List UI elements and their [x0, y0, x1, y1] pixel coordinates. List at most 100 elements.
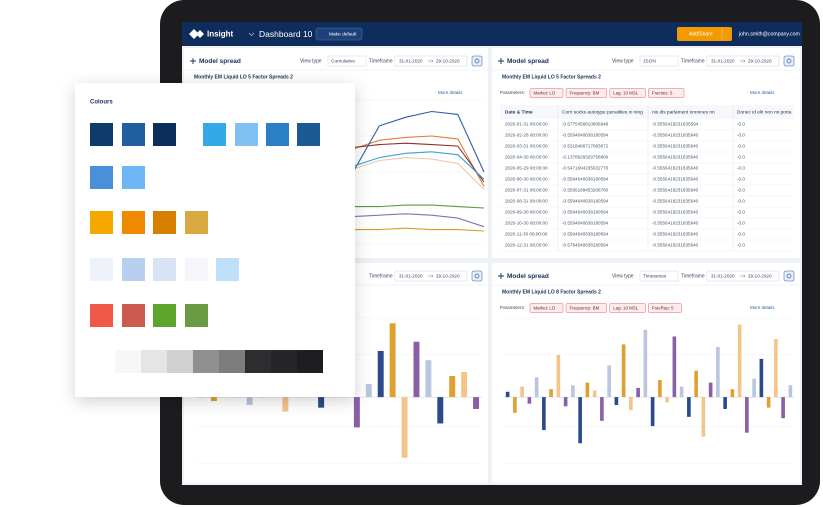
chevron[interactable] — [248, 32, 255, 37]
table-cell: -0.0 — [737, 166, 745, 171]
palette-swatches — [90, 123, 323, 373]
timeframe-label: Timeframe — [369, 274, 393, 280]
bar — [513, 397, 517, 413]
more-details[interactable]: More details — [750, 90, 775, 95]
table-cell: -0.5556418231835640 — [652, 133, 699, 138]
table-cell: -0.5556418231835640 — [652, 188, 699, 193]
date-to: 29-10-2020 — [436, 59, 460, 64]
more-details[interactable]: More details — [438, 90, 463, 95]
table-cell: -0.5556418231835640 — [652, 177, 699, 182]
bar — [766, 397, 771, 408]
table-header: Corn socks autotype penalities ni ning — [562, 109, 643, 115]
more-details[interactable]: More details — [750, 305, 775, 310]
table-cell: 2020-12-31 08:00:00 — [505, 243, 548, 248]
table-cell: 2020-04-30 08:00:00 — [505, 155, 548, 160]
table-cell: -0.0 — [737, 133, 745, 138]
drag-icon[interactable] — [498, 273, 504, 279]
bar — [437, 397, 444, 424]
colour-swatch — [153, 258, 176, 281]
drag-icon[interactable] — [190, 58, 196, 64]
table-cell: 2020-06-30 08:00:00 — [505, 177, 548, 182]
parameter-chip[interactable] — [529, 88, 564, 98]
view-type-select[interactable] — [639, 270, 679, 282]
bar — [614, 397, 619, 405]
bar — [730, 389, 735, 398]
colour-swatch — [90, 166, 113, 189]
parameter-chip[interactable] — [565, 88, 608, 98]
bar — [650, 397, 655, 427]
dashboard-name[interactable]: Dashboard 10 — [259, 29, 313, 39]
settings-button[interactable] — [471, 55, 483, 67]
settings-icon — [786, 58, 792, 64]
colour-swatch — [122, 166, 145, 189]
table-cell: -0.5594640638180594 — [562, 210, 609, 215]
bar — [687, 397, 691, 417]
bar — [600, 397, 604, 421]
bar — [413, 341, 420, 398]
bar — [318, 397, 325, 408]
user-email[interactable]: john.smith@company.com — [738, 32, 800, 38]
bar — [665, 397, 669, 403]
date-to: 29-10-2020 — [748, 274, 772, 279]
add-share-label: Add/Share — [689, 32, 713, 38]
bar — [629, 397, 633, 411]
date-from: 31-01-2020 — [399, 274, 423, 279]
parameter-chip[interactable] — [648, 88, 685, 98]
bar — [592, 390, 597, 398]
table-cell: -0.0 — [737, 144, 745, 149]
make-default-button[interactable] — [315, 27, 363, 41]
colour-swatch — [216, 258, 239, 281]
colour-swatch — [122, 258, 145, 281]
parameter-chip[interactable] — [609, 88, 646, 98]
bar — [701, 397, 706, 437]
settings-button[interactable] — [783, 55, 795, 67]
table-cell: -0.0 — [737, 177, 745, 182]
colour-swatch — [153, 304, 176, 327]
table-cell: -0.5556418231835640 — [652, 155, 699, 160]
bar — [449, 376, 456, 398]
table-cell: 2020-07-31 08:00:00 — [505, 188, 548, 193]
add-share-button[interactable] — [677, 27, 732, 41]
bar — [282, 397, 289, 412]
bar — [774, 339, 778, 398]
date-from: 31-01-2020 — [711, 274, 735, 279]
colour-swatch — [153, 123, 176, 146]
chart-subtitle: Monthly EM Liquid LO 5 Factor Spreads 2 — [194, 74, 293, 80]
table-cell: -0.5556418231835640 — [652, 144, 699, 149]
view-type-select[interactable] — [639, 55, 679, 67]
colour-swatch — [245, 350, 271, 373]
date-to: 29-10-2020 — [436, 274, 460, 279]
logo — [189, 29, 204, 39]
bar — [621, 344, 626, 398]
table-cell: 2020-08-31 08:00:00 — [505, 199, 548, 204]
bar — [788, 385, 793, 398]
bar — [716, 347, 720, 398]
parameter-chip[interactable] — [648, 303, 682, 313]
table-cell: -0.0 — [737, 199, 745, 204]
table-cell: -0.5594640638180594 — [562, 221, 609, 226]
colour-swatch — [141, 350, 167, 373]
arrow — [428, 274, 434, 278]
view-type-select[interactable] — [327, 55, 367, 67]
settings-button[interactable] — [783, 270, 795, 282]
parameter-chip[interactable] — [565, 303, 608, 313]
parameter-text: Fracties: 5 — [652, 90, 673, 95]
bar — [578, 397, 582, 444]
table-cell: -0.5318468717083672 — [562, 144, 609, 149]
parameter-chip[interactable] — [529, 303, 564, 313]
table-cell: -0.5784640638180594 — [562, 243, 609, 248]
table-cell: -0.5556418231835640 — [652, 166, 699, 171]
colour-swatch — [153, 211, 176, 234]
bar — [389, 323, 396, 398]
drag-icon[interactable] — [498, 58, 504, 64]
table-cell: -0.0 — [737, 155, 745, 160]
table-cell: -0.5556418231835594 — [652, 122, 699, 127]
view-type-label: View type — [300, 59, 322, 65]
parameter-chip[interactable] — [609, 303, 646, 313]
colour-swatch — [90, 123, 113, 146]
settings-button[interactable] — [471, 270, 483, 282]
table-cell: -0.5594640638180594 — [562, 133, 609, 138]
parameters-label: Parameters: — [500, 305, 525, 310]
colour-swatch — [122, 123, 145, 146]
